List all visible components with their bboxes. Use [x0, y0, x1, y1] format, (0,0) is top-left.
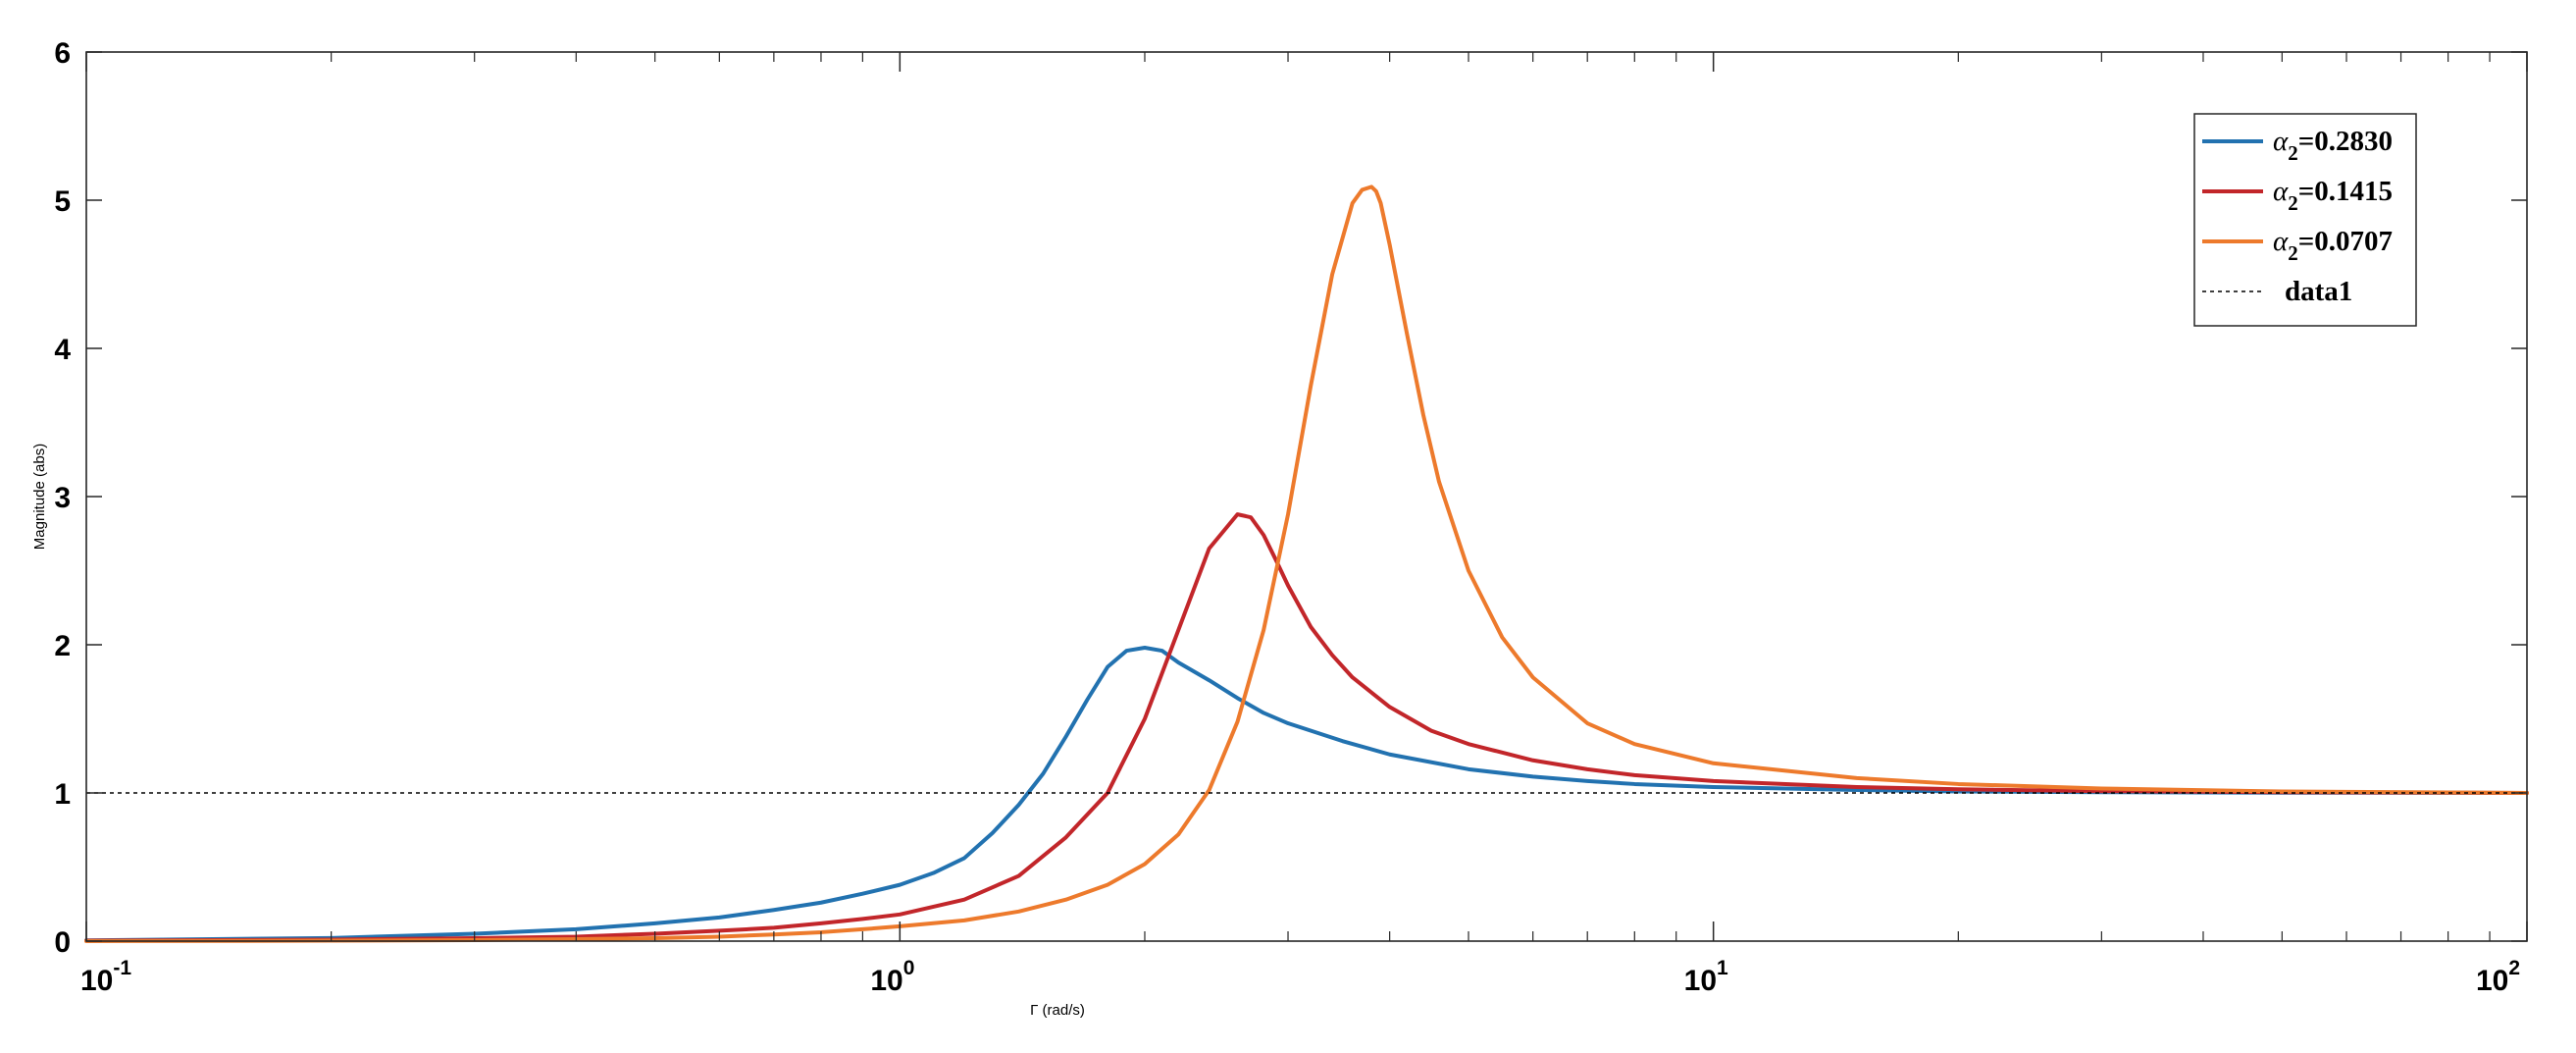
- y-tick-label: 5: [54, 185, 71, 218]
- legend-label-4: data1: [2285, 276, 2352, 307]
- axes-frame: [85, 51, 2528, 942]
- x-axis: 10-1 100 101 102: [80, 52, 2528, 997]
- legend: α2=0.2830 α2=0.1415 α2=0.0707 data1: [2193, 113, 2417, 327]
- y-tick-label: 4: [54, 334, 71, 366]
- series-line-3: [84, 184, 2529, 943]
- plot-area: [84, 184, 2529, 943]
- legend-box: [2193, 113, 2417, 327]
- y-axis: 0 1 2 3 4 5 6: [54, 37, 2527, 959]
- y-tick-label: 0: [54, 926, 71, 959]
- legend-label-1: α2=0.2830: [2273, 126, 2393, 165]
- legend-label-2: α2=0.1415: [2273, 176, 2393, 215]
- y-tick-label: 2: [54, 630, 71, 662]
- x-tick-label: 10-1: [80, 957, 131, 997]
- x-tick-label: 100: [870, 957, 914, 997]
- y-tick-label: 1: [54, 778, 71, 811]
- x-axis-label: Γ (rad/s): [1030, 1002, 1085, 1019]
- x-tick-label: 102: [2476, 957, 2520, 997]
- legend-label-3: α2=0.0707: [2273, 226, 2393, 265]
- series-line-2: [84, 512, 2529, 943]
- y-tick-label: 6: [54, 37, 71, 70]
- x-tick-label: 101: [1684, 957, 1728, 997]
- y-axis-label: Magnitude (abs): [31, 444, 48, 550]
- series-line-1: [84, 646, 2529, 943]
- y-tick-label: 3: [54, 482, 71, 514]
